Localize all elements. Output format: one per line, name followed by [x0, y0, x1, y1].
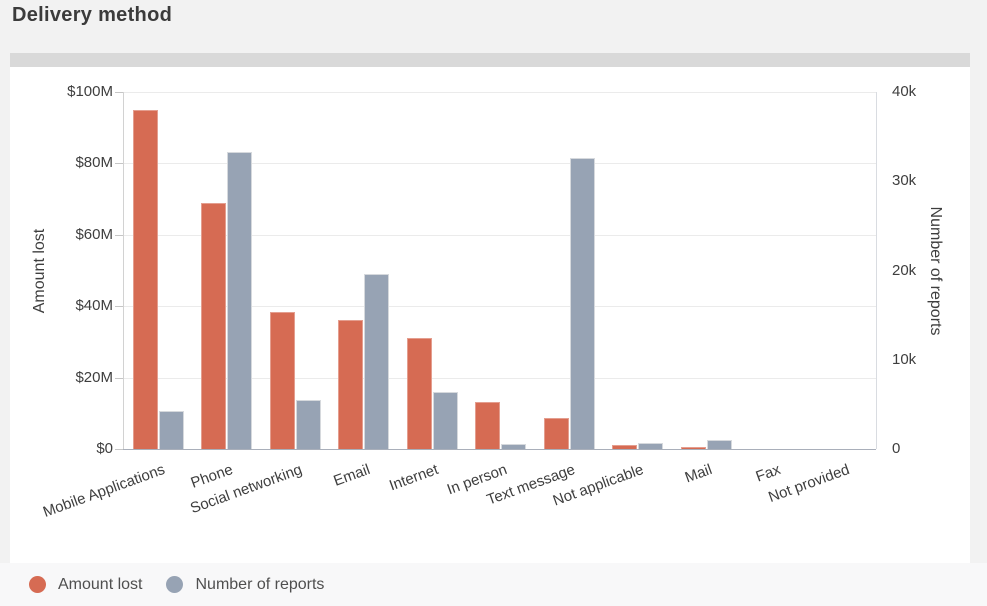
- chart-legend: Amount lost Number of reports: [0, 563, 987, 606]
- x-axis-category-label: Email: [331, 461, 373, 490]
- left-axis-tick-label: $80M: [75, 154, 113, 172]
- bar-number-of-reports[interactable]: [638, 442, 664, 449]
- bar-number-of-reports[interactable]: [706, 440, 732, 449]
- gridline: [123, 163, 876, 165]
- left-axis-tick-label: $0: [96, 440, 113, 457]
- bar-number-of-reports[interactable]: [159, 410, 184, 449]
- bar-number-of-reports[interactable]: [227, 151, 253, 449]
- left-axis-tick: [115, 306, 123, 308]
- right-axis-tick-label: 40k: [892, 83, 917, 100]
- left-axis-tick: [115, 377, 123, 379]
- right-axis-tick-label: 10k: [892, 350, 917, 368]
- right-plot-border: [876, 92, 877, 449]
- legend-dot-icon: [166, 576, 184, 593]
- bar-amount-lost[interactable]: [338, 320, 364, 449]
- bar-number-of-reports[interactable]: [432, 391, 458, 449]
- legend-item[interactable]: Amount lost: [29, 576, 142, 594]
- bar-amount-lost[interactable]: [406, 338, 432, 449]
- gridline: [123, 92, 876, 93]
- bar-amount-lost[interactable]: [680, 447, 706, 449]
- card-top-strip: [10, 53, 970, 67]
- bar-amount-lost[interactable]: [133, 109, 158, 449]
- x-axis-category-label: Fax: [753, 461, 784, 486]
- right-axis-title: Number of reports: [927, 206, 944, 335]
- legend-item-label: Number of reports: [195, 575, 325, 593]
- legend-dot-icon: [29, 576, 46, 593]
- bar-amount-lost[interactable]: [475, 401, 501, 449]
- bar-number-of-reports[interactable]: [364, 274, 390, 449]
- right-axis-tick-label: 30k: [892, 172, 917, 190]
- bar-amount-lost[interactable]: [269, 311, 295, 449]
- left-axis-tick-label: $60M: [75, 225, 113, 243]
- x-axis-category-label: Mail: [683, 461, 715, 487]
- legend-item-label: Amount lost: [58, 575, 143, 593]
- gridline: [123, 234, 876, 236]
- left-axis-tick-label: $40M: [75, 297, 113, 315]
- left-axis-tick: [115, 449, 123, 450]
- page-title: Delivery method: [12, 4, 173, 26]
- x-axis-category-label: Mobile Applications: [40, 461, 168, 521]
- gridline: [123, 377, 876, 379]
- right-axis-tick-label: 0: [892, 440, 901, 457]
- left-axis-tick: [115, 92, 123, 93]
- bar-amount-lost[interactable]: [543, 418, 569, 449]
- left-axis-line: [123, 92, 124, 449]
- bar-amount-lost[interactable]: [612, 444, 638, 449]
- left-axis-tick: [115, 234, 123, 236]
- left-axis-tick: [115, 163, 123, 165]
- bar-amount-lost[interactable]: [201, 202, 227, 449]
- bar-number-of-reports[interactable]: [569, 158, 595, 449]
- chart-card: Amount lost Number of reports $0 $20M $40M…: [10, 67, 970, 563]
- left-axis-tick-label: $100M: [67, 83, 113, 100]
- x-axis-category-label: Internet: [387, 461, 441, 495]
- left-axis-tick-label: $20M: [75, 368, 113, 386]
- bar-number-of-reports[interactable]: [295, 399, 321, 449]
- legend-item[interactable]: Number of reports: [166, 576, 324, 594]
- right-axis-tick-label: 20k: [892, 261, 917, 279]
- gridline: [123, 306, 876, 308]
- x-axis-baseline: [123, 449, 876, 450]
- bar-number-of-reports[interactable]: [501, 443, 527, 449]
